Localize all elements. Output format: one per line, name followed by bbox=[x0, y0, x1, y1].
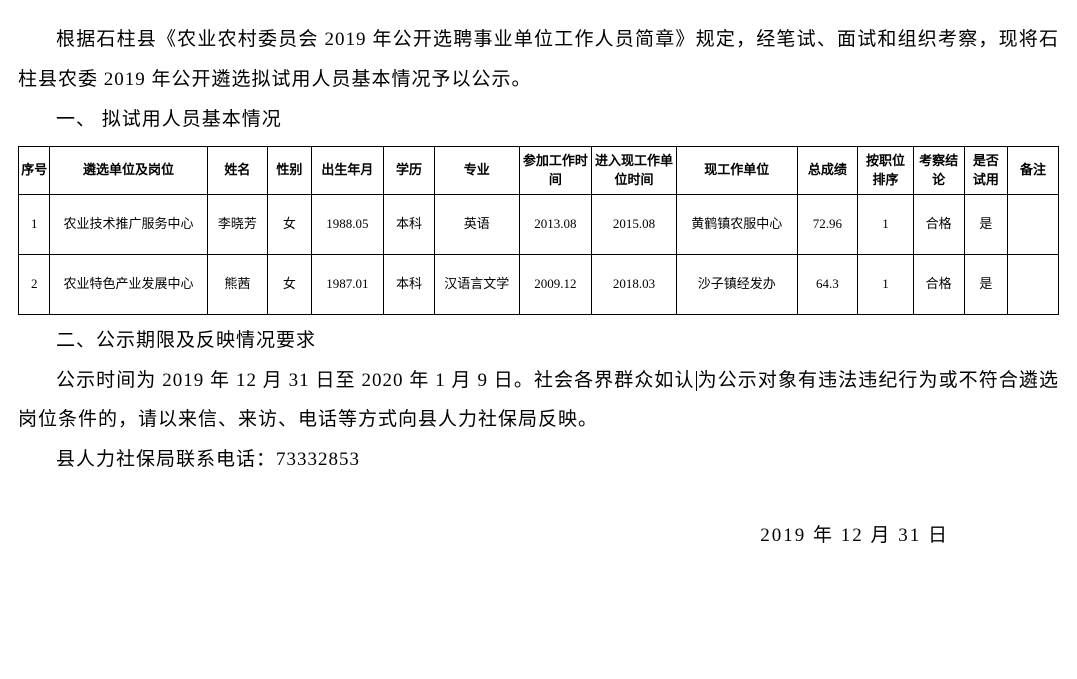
th-seq: 序号 bbox=[19, 146, 50, 194]
td-worktime: 2009.12 bbox=[519, 254, 592, 314]
table-header-row: 序号 遴选单位及岗位 姓名 性别 出生年月 学历 专业 参加工作时间 进入现工作… bbox=[19, 146, 1059, 194]
th-trial: 是否试用 bbox=[964, 146, 1008, 194]
td-note bbox=[1008, 254, 1059, 314]
section2-para1: 公示时间为 2019 年 12 月 31 日至 2020 年 1 月 9 日。社… bbox=[18, 361, 1059, 441]
th-rank: 按职位排序 bbox=[858, 146, 914, 194]
td-score: 64.3 bbox=[797, 254, 857, 314]
td-major: 英语 bbox=[434, 194, 519, 254]
section2-para2: 县人力社保局联系电话：73332853 bbox=[18, 440, 1059, 480]
section1-heading: 一、 拟试用人员基本情况 bbox=[18, 100, 1059, 140]
td-eval: 合格 bbox=[913, 254, 964, 314]
td-note bbox=[1008, 194, 1059, 254]
td-curworktime: 2015.08 bbox=[592, 194, 677, 254]
td-eval: 合格 bbox=[913, 194, 964, 254]
td-gender: 女 bbox=[268, 194, 312, 254]
th-birth: 出生年月 bbox=[311, 146, 384, 194]
section2-heading: 二、公示期限及反映情况要求 bbox=[18, 321, 1059, 361]
th-unit: 遴选单位及岗位 bbox=[50, 146, 207, 194]
td-score: 72.96 bbox=[797, 194, 857, 254]
td-birth: 1987.01 bbox=[311, 254, 384, 314]
th-eval: 考察结论 bbox=[913, 146, 964, 194]
td-trial: 是 bbox=[964, 194, 1008, 254]
td-edu: 本科 bbox=[384, 194, 435, 254]
td-name: 熊茜 bbox=[207, 254, 267, 314]
td-gender: 女 bbox=[268, 254, 312, 314]
td-unit: 农业技术推广服务中心 bbox=[50, 194, 207, 254]
text-cursor bbox=[696, 371, 697, 391]
td-seq: 2 bbox=[19, 254, 50, 314]
td-worktime: 2013.08 bbox=[519, 194, 592, 254]
th-name: 姓名 bbox=[207, 146, 267, 194]
para1-part-a: 公示时间为 2019 年 12 月 31 日至 2020 年 1 月 9 日。社… bbox=[56, 370, 695, 391]
table-row: 1 农业技术推广服务中心 李晓芳 女 1988.05 本科 英语 2013.08… bbox=[19, 194, 1059, 254]
td-curunit: 沙子镇经发办 bbox=[676, 254, 797, 314]
th-gender: 性别 bbox=[268, 146, 312, 194]
th-edu: 学历 bbox=[384, 146, 435, 194]
td-curworktime: 2018.03 bbox=[592, 254, 677, 314]
td-major: 汉语言文学 bbox=[434, 254, 519, 314]
th-curunit: 现工作单位 bbox=[676, 146, 797, 194]
th-curworktime: 进入现工作单位时间 bbox=[592, 146, 677, 194]
td-name: 李晓芳 bbox=[207, 194, 267, 254]
td-seq: 1 bbox=[19, 194, 50, 254]
th-score: 总成绩 bbox=[797, 146, 857, 194]
personnel-table: 序号 遴选单位及岗位 姓名 性别 出生年月 学历 专业 参加工作时间 进入现工作… bbox=[18, 146, 1059, 315]
th-note: 备注 bbox=[1008, 146, 1059, 194]
th-major: 专业 bbox=[434, 146, 519, 194]
intro-paragraph: 根据石柱县《农业农村委员会 2019 年公开选聘事业单位工作人员简章》规定，经笔… bbox=[18, 20, 1059, 100]
td-rank: 1 bbox=[858, 194, 914, 254]
table-row: 2 农业特色产业发展中心 熊茜 女 1987.01 本科 汉语言文学 2009.… bbox=[19, 254, 1059, 314]
td-rank: 1 bbox=[858, 254, 914, 314]
th-worktime: 参加工作时间 bbox=[519, 146, 592, 194]
td-birth: 1988.05 bbox=[311, 194, 384, 254]
td-curunit: 黄鹤镇农服中心 bbox=[676, 194, 797, 254]
td-trial: 是 bbox=[964, 254, 1008, 314]
td-unit: 农业特色产业发展中心 bbox=[50, 254, 207, 314]
td-edu: 本科 bbox=[384, 254, 435, 314]
date-line: 2019 年 12 月 31 日 bbox=[18, 520, 1059, 547]
